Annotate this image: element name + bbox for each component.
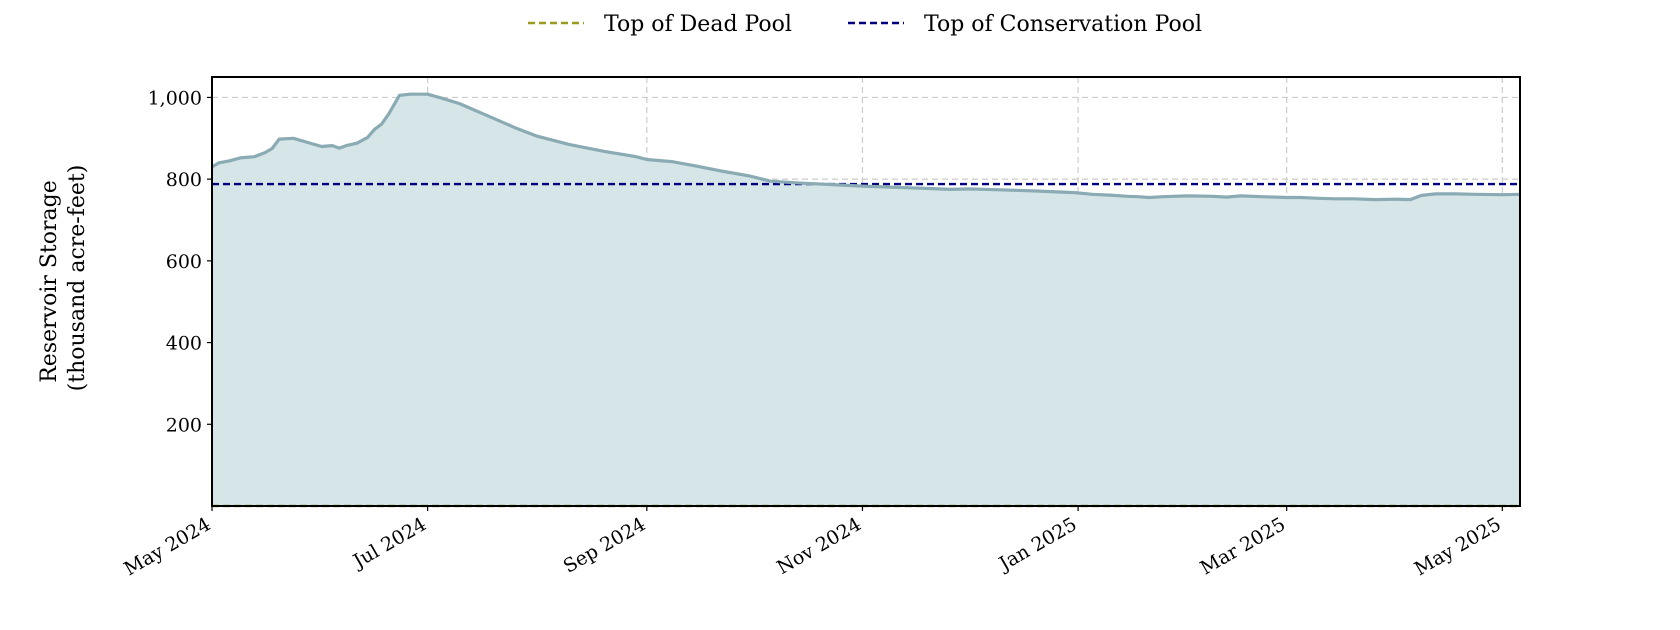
chart-legend: Top of Dead Pool Top of Conservation Poo… — [528, 12, 1202, 37]
storage-area-fill — [212, 94, 1520, 506]
y-axis-label-line-2: (thousand acre-feet) — [65, 165, 90, 392]
x-tick-label: Sep 2024 — [560, 513, 650, 577]
y-tick-label: 200 — [166, 414, 202, 436]
plot-frame — [211, 76, 1521, 507]
x-tick-label: Jan 2025 — [994, 513, 1081, 576]
x-axis-ticks: May 2024 Jul 2024 Sep 2024 Nov 2024 Jan 2025… — [120, 506, 1505, 580]
y-axis-label-line-1: Reservoir Storage — [37, 180, 62, 383]
x-tick-label: Nov 2024 — [773, 513, 865, 579]
y-tick-label: 800 — [166, 169, 202, 191]
storage-line — [211, 92, 1521, 202]
legend-label-dead-pool: Top of Dead Pool — [604, 12, 792, 37]
x-tick-label: Jul 2024 — [348, 513, 430, 573]
legend-label-conservation-pool: Top of Conservation Pool — [924, 12, 1202, 37]
y-tick-label: 400 — [166, 333, 202, 355]
y-axis-ticks: 200 400 600 800 1,000 — [148, 87, 212, 436]
y-tick-label: 1,000 — [148, 87, 202, 109]
y-axis-label: Reservoir Storage (thousand acre-feet) — [37, 165, 90, 392]
storage-area — [212, 94, 1520, 506]
y-tick-label: 600 — [166, 251, 202, 273]
x-tick-label: May 2025 — [1411, 513, 1505, 580]
x-tick-label: Mar 2025 — [1197, 513, 1290, 579]
x-tick-label: May 2024 — [120, 513, 214, 580]
storage-line-group — [211, 92, 1521, 202]
